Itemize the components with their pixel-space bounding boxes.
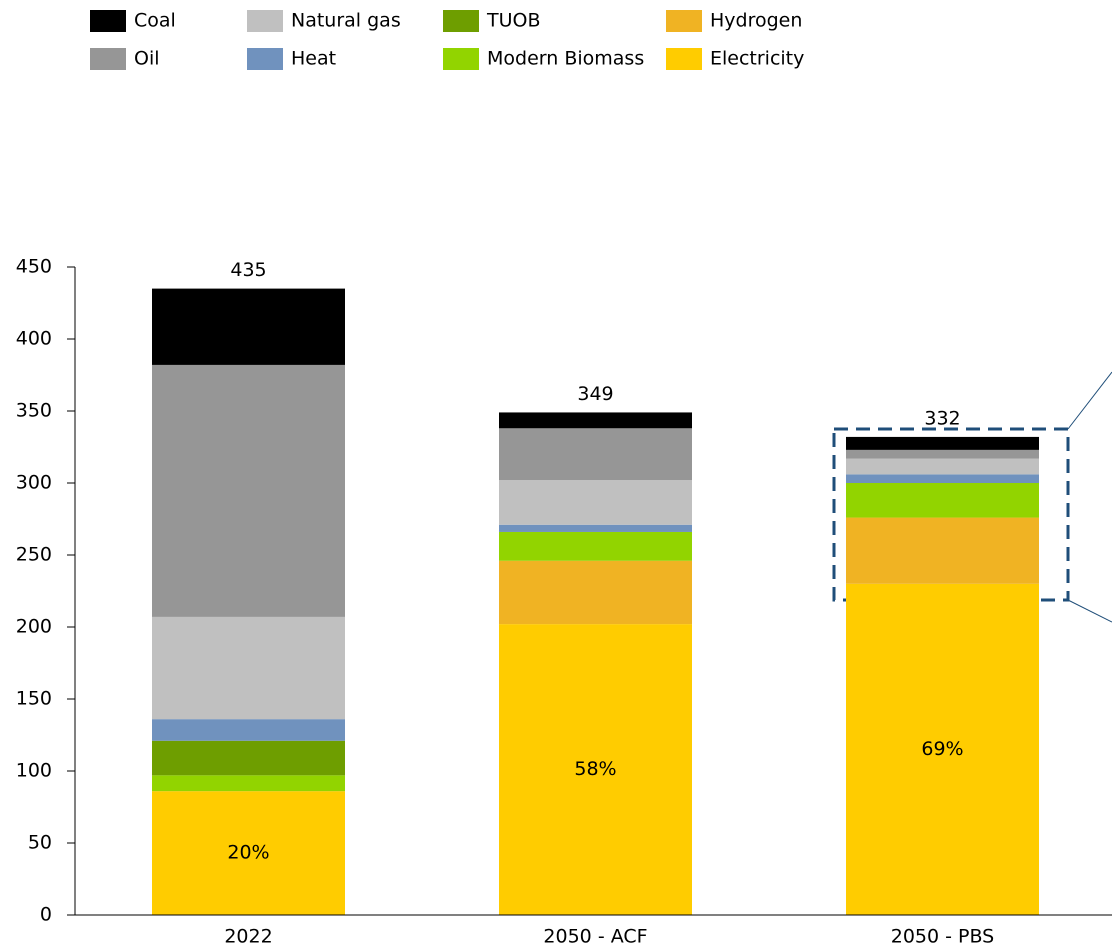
bar-segment	[499, 531, 692, 561]
legend-swatch	[443, 10, 479, 32]
y-tick-label: 400	[16, 328, 52, 350]
total-label: 349	[577, 383, 613, 405]
share-label: 58%	[574, 758, 616, 780]
zoom-box	[832, 427, 1070, 602]
bar-segment	[846, 474, 1039, 483]
y-tick-label: 350	[16, 400, 52, 422]
y-tick-label: 450	[16, 256, 52, 278]
y-tick-label: 200	[16, 616, 52, 638]
legend-label: TUOB	[486, 10, 541, 32]
legend-label: Hydrogen	[710, 10, 802, 32]
bar-segment	[152, 719, 345, 741]
bar-segment	[846, 458, 1039, 475]
y-tick-label: 100	[16, 760, 52, 782]
legend-swatch	[666, 10, 702, 32]
share-label: 69%	[921, 738, 963, 760]
bar-segment	[846, 436, 1039, 450]
bar-segment	[152, 775, 345, 792]
legend-label: Heat	[291, 48, 336, 70]
bar-segment	[846, 449, 1039, 459]
x-tick-label: 2050 - ACF	[543, 926, 647, 948]
legend-swatch	[247, 10, 283, 32]
bar-segment	[499, 624, 692, 915]
y-tick-label: 150	[16, 688, 52, 710]
legend-label: Modern Biomass	[487, 48, 644, 70]
total-label: 435	[230, 259, 266, 281]
bar-segment	[499, 428, 692, 481]
legend-swatch	[90, 10, 126, 32]
legend-swatch	[666, 48, 702, 70]
bar-segment	[846, 483, 1039, 518]
legend-swatch	[90, 48, 126, 70]
x-tick-label: 2022	[224, 926, 272, 948]
bar-segment	[499, 524, 692, 532]
share-label: 20%	[227, 842, 269, 864]
bar-segment	[152, 791, 345, 915]
bar-segment	[846, 517, 1039, 584]
legend-swatch	[247, 48, 283, 70]
bar-segment	[152, 364, 345, 617]
legend-label: Electricity	[710, 48, 804, 70]
legend-label: Oil	[134, 48, 160, 70]
bar-segment	[152, 288, 345, 365]
zoom-line	[1067, 599, 1112, 623]
y-tick-label: 250	[16, 544, 52, 566]
legend-swatch	[443, 48, 479, 70]
bar-segment	[152, 740, 345, 776]
bar-segment	[499, 412, 692, 429]
bar-segment	[846, 583, 1039, 915]
x-tick-label: 2050 - PBS	[891, 926, 995, 948]
legend-label: Coal	[134, 10, 176, 32]
legend-label: Natural gas	[291, 10, 401, 32]
y-tick-label: 300	[16, 472, 52, 494]
zoom-line	[1067, 371, 1112, 430]
total-label: 332	[924, 407, 960, 429]
bar-segment	[499, 480, 692, 525]
y-tick-label: 0	[40, 904, 52, 926]
bar-segment	[152, 616, 345, 720]
y-tick-label: 50	[28, 832, 52, 854]
bar-segment	[499, 560, 692, 625]
